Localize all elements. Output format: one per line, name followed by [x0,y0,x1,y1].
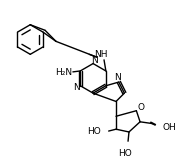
Text: H₂N: H₂N [55,68,72,77]
Text: N: N [73,83,80,92]
Text: NH: NH [95,50,108,59]
Text: O: O [138,103,144,112]
Text: OH: OH [162,123,176,132]
Text: HO: HO [118,149,132,158]
Text: N: N [91,56,97,65]
Text: N: N [115,73,121,82]
Text: HO: HO [87,127,101,136]
